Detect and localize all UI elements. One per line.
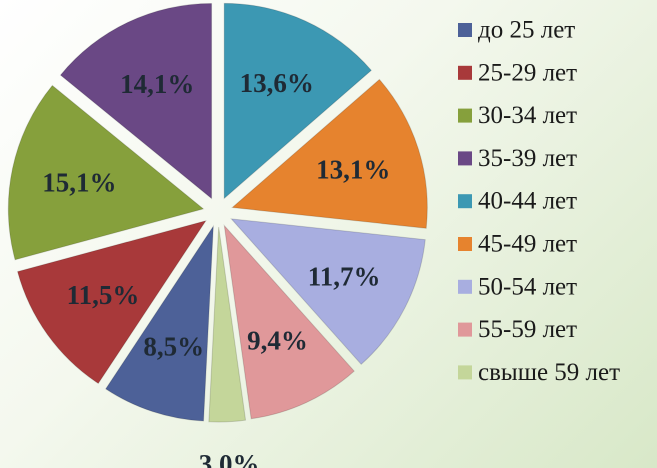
legend-swatch-свыше-59-лет (458, 365, 472, 380)
legend-label-50-54-лет: 50-54 лет (478, 273, 577, 300)
data-label-до-25-лет: 8,5% (143, 332, 204, 362)
legend-label-30-34-лет: 30-34 лет (478, 102, 577, 129)
slice-свыше-59-лет (208, 226, 247, 423)
legend-label-25-29-лет: 25-29 лет (478, 59, 577, 86)
legend-swatch-45-49-лет (458, 237, 472, 251)
legend: до 25 лет 25-29 лет 30-34 лет 35-39 лет 40-4… (458, 17, 620, 386)
slice-25-29-лет (16, 219, 207, 385)
legend-label-до-25-лет: до 25 лет (478, 17, 575, 44)
data-label-25-29-лет: 11,5% (67, 280, 140, 310)
legend-swatch-40-44-лет (458, 194, 472, 209)
data-label-55-59-лет: 9,4% (247, 326, 308, 356)
legend-swatch-55-59-лет (458, 322, 472, 337)
data-label-30-34-лет: 15,1% (42, 167, 116, 197)
slice-30-34-лет (7, 84, 205, 261)
legend-swatch-35-39-лет (458, 151, 472, 166)
data-label-45-49-лет: 13,1% (316, 154, 390, 184)
slice-50-54-лет (230, 218, 426, 366)
data-label-свыше-59-лет: 3,0% (199, 449, 260, 468)
pie-slices (7, 2, 428, 423)
slice-55-59-лет (223, 224, 355, 420)
slice-40-44-лет (223, 2, 373, 200)
legend-label-45-49-лет: 45-49 лет (478, 231, 577, 258)
legend-swatch-25-29-лет (458, 65, 472, 80)
slice-45-49-лет (231, 78, 428, 229)
legend-label-свыше-59-лет: свыше 59 лет (478, 359, 620, 386)
data-label-35-39-лет: 14,1% (120, 69, 194, 99)
data-label-50-54-лет: 11,7% (308, 262, 381, 292)
slice-labels: 13,6% 13,1% 11,7% 9,4% 3,0% 8,5%11,5% 15,1% 14,… (42, 68, 390, 468)
legend-label-35-39-лет: 35-39 лет (478, 145, 577, 172)
legend-swatch-до-25-лет (458, 23, 472, 37)
legend-label-40-44-лет: 40-44 лет (478, 188, 577, 215)
legend-swatch-30-34-лет (458, 108, 472, 123)
slice-35-39-лет (59, 2, 213, 200)
legend-swatch-50-54-лет (458, 279, 472, 294)
slice-до-25-лет (105, 224, 214, 422)
legend-label-55-59-лет: 55-59 лет (478, 316, 577, 343)
data-label-40-44-лет: 13,6% (240, 68, 314, 98)
